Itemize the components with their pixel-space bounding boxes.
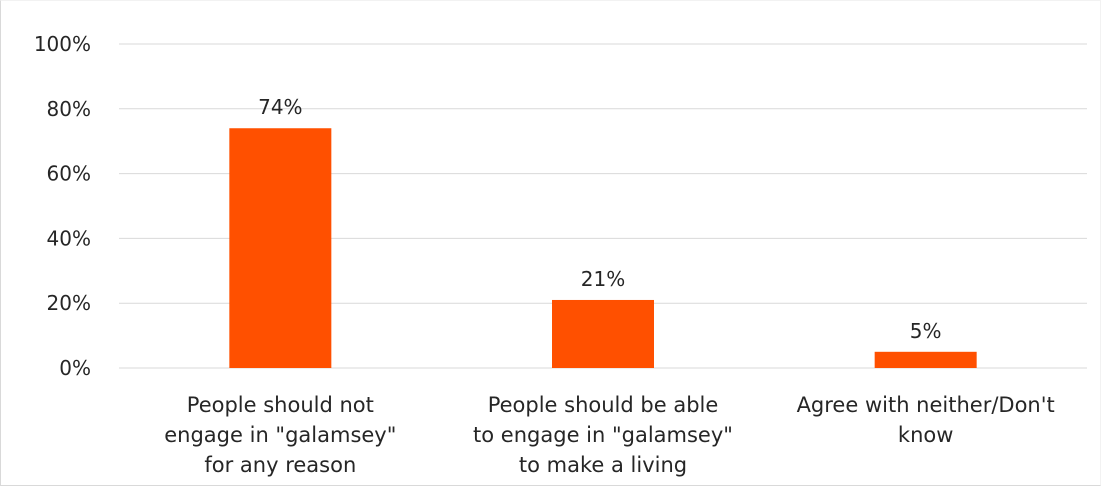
x-category-label-line: to make a living <box>519 453 687 477</box>
data-label: 5% <box>910 319 942 343</box>
x-category-label: Agree with neither/Don't know <box>797 393 1055 447</box>
x-category-label-line: to engage in "galamsey" <box>473 423 733 447</box>
x-category-label-line: People should be able <box>488 393 719 417</box>
y-tick-label: 0% <box>59 356 91 380</box>
y-tick-label: 80% <box>47 97 91 121</box>
x-category-label-line: for any reason <box>204 453 356 477</box>
data-label: 21% <box>581 267 625 291</box>
bar <box>552 299 654 368</box>
x-category-label: People should not engage in "galamsey" for… <box>164 393 396 477</box>
y-tick-label: 20% <box>47 291 91 315</box>
y-tick-label: 40% <box>47 226 91 250</box>
y-tick-label: 60% <box>47 162 91 186</box>
bar <box>874 351 977 368</box>
x-axis-categories: People should not engage in "galamsey" for… <box>164 393 1054 477</box>
data-label: 74% <box>258 95 302 119</box>
y-tick-label: 100% <box>34 32 91 56</box>
x-category-label-line: engage in "galamsey" <box>164 423 396 447</box>
x-category-label: People should be able to engage in "galam… <box>473 393 733 477</box>
x-category-label-line: Agree with neither/Don't <box>797 393 1055 417</box>
y-axis-ticks: 0% 20% 40% 60% 80% 100% <box>34 32 91 380</box>
bars <box>229 128 977 368</box>
x-category-label-line: People should not <box>187 393 374 417</box>
data-labels: 74% 21% 5% <box>258 95 941 343</box>
x-category-label-line: know <box>898 423 954 447</box>
bar <box>229 128 332 368</box>
